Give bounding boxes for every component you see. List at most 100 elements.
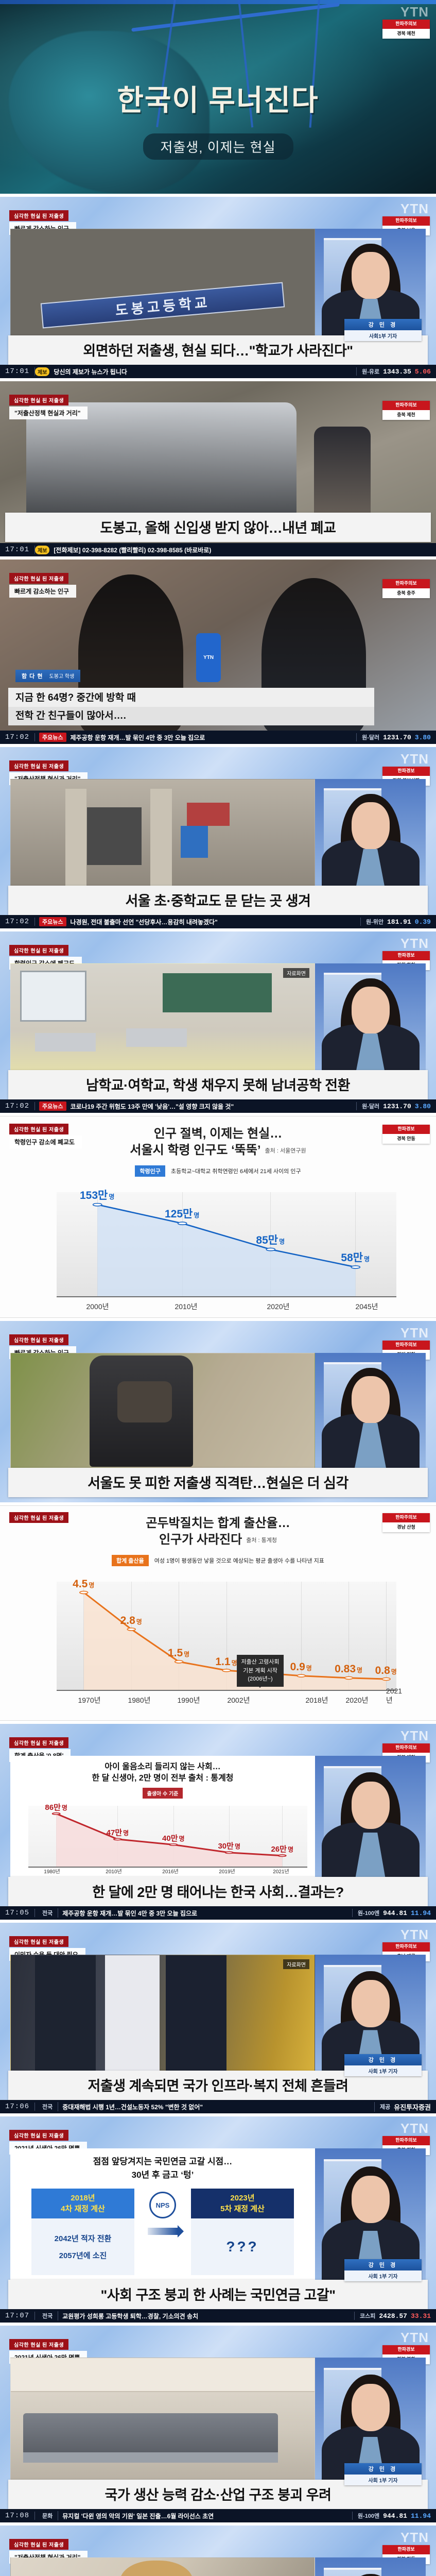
scene-photo: 자료화면 (10, 1955, 315, 2080)
sponsor-label: 제공 (379, 2104, 391, 2110)
x-tick-label: 2020년 (345, 1696, 369, 1704)
anchor-face (351, 2384, 390, 2432)
fx-quote: 원-위안 181.91 0.39 (360, 918, 436, 926)
anchor-face (351, 1376, 390, 1424)
news-ticker: 17:07 전국 교원평가 성희롱 고등학생 퇴학…경찰, 기소의견 송치 코스… (0, 2309, 436, 2323)
playground-slide (181, 825, 208, 858)
inner-chart-title-line2: 한 달 신생아, 2만 명이 전부 (92, 1774, 186, 1783)
ticker-text: 코로나19 주간 위험도 13주 만에 '낮음'…"설 영향 크지 않을 것" (70, 1103, 234, 1110)
segment-10: YTN 한파경보 경북 봉화 심각한 현실 된 저출생 2021년 신생아 26… (0, 2326, 436, 2522)
fx-delta: 11.94 (410, 2512, 431, 2520)
chart-annotation: 저출산 고령사회 기본 계획 시작 (2006년~) (236, 1655, 284, 1688)
weather-alert-region: 경북 안동 (382, 1133, 430, 1144)
interviewer-figure (313, 427, 371, 521)
topic-tag-sub: "저출산정책 현실과 거리" (9, 406, 88, 419)
footage-badge: 자료화면 (283, 968, 309, 978)
weather-alert-label: 한파주의보 (382, 579, 430, 588)
weather-alert-label: 한파주의보 (382, 20, 430, 29)
headline: 서울 초·중학교도 문 닫는 곳 생겨 (8, 886, 428, 915)
tip-badge: 제보 (35, 545, 50, 554)
ytn-logo: YTN (400, 936, 429, 951)
ticker-text: 중대재해법 시행 1년…건설노동자 52% "변한 것 없어" (62, 2103, 203, 2111)
news-ticker: 17:02 주요뉴스 제주공항 운항 재개…발 묶인 4만 중 3만 오늘 집으… (0, 731, 436, 744)
definition-key: 출생아 수 기준 (142, 1787, 183, 1799)
inner-chart-source: 출처 : 통계청 (188, 1774, 234, 1783)
ticker-clock: 17:02 (0, 733, 36, 741)
reporter-name: 강 민 경 (344, 319, 422, 330)
ticker-clock: 17:08 (0, 2512, 36, 2520)
video-area (10, 1353, 426, 1469)
topic-tag: 심각한 현실 된 저출생 "저출산정책 현실과 거리" (9, 395, 88, 419)
fx-value: 1231.70 (383, 733, 411, 741)
annotation-line-3: (2006년~) (248, 1676, 273, 1683)
interviewee-affiliation: 도봉고 학생 (49, 674, 75, 680)
weather-alert-region: 경남 산청 (382, 1522, 430, 1532)
sponsor-credit: 제공 유진투자증권 (374, 2102, 436, 2112)
anchor-face (351, 987, 390, 1035)
classroom-window (20, 971, 87, 1022)
weather-alert-label: 한파경보 (382, 2345, 430, 2354)
ticker-text: 뮤지컬 '다윈 영의 악의 기원' 일본 진출…6월 라이선스 초연 (62, 2512, 214, 2520)
school-sign: 도봉고등학교 (40, 282, 285, 329)
pension-col-label: 5차 재정 계산 (220, 2205, 265, 2213)
headline: 서울도 못 피한 저출생 직격탄…현실은 더 심각 (8, 1468, 428, 1497)
reporter-nameplate: 강 민 경 사회 1부 기자 (344, 2463, 422, 2485)
fx-label: 원-달러 (362, 735, 380, 741)
official-figure-2 (104, 1955, 160, 2080)
pension-unknown: ??? (226, 2239, 259, 2255)
definition-key: 합계 출산율 (112, 1554, 149, 1566)
gridline (173, 1805, 174, 1867)
gridline (229, 1805, 230, 1867)
x-tick-label: 2019년 (219, 1869, 235, 1875)
anchor-inset (315, 779, 426, 895)
topic-tag-sub: 빠르게 감소하는 인구 (9, 585, 77, 598)
data-label: 1.1 명 (215, 1655, 237, 1668)
fx-delta: 5.06 (414, 367, 431, 376)
topic-tag-main: 심각한 현실 된 저출생 (9, 573, 69, 584)
chart-line-svg (57, 1192, 396, 1296)
sponsor-name: 유진투자증권 (394, 2104, 431, 2112)
opening-title-card: YTN 한파주의보 경북 예천 한국이 무너진다 저출생, 이제는 현실 (0, 0, 436, 194)
x-tick-label: 2021년 (273, 1869, 289, 1875)
line-chart-newborns: 86만 명 47만 명 40만 명 30만 명 26만 명 1980년 2010년 201… (11, 1803, 315, 1879)
news-ticker: 17:08 문화 뮤지컬 '다윈 영의 악의 기원' 일본 진출…6월 라이선스… (0, 2509, 436, 2522)
ticker-text: 제주공항 운항 재개…발 묶인 4만 중 3만 오늘 집으로 (62, 1909, 198, 1917)
data-label: 58만 명 (341, 1252, 370, 1264)
ticker-category: 주요뉴스 (39, 1101, 66, 1111)
x-tick-label: 2002년 (227, 1696, 250, 1704)
reporter-nameplate: 강 민 경 사회 1부 기자 (344, 2054, 422, 2076)
chart-points-svg (57, 1192, 396, 1296)
data-label: 26만 명 (271, 1845, 293, 1854)
data-label: 0.83 명 (335, 1663, 363, 1675)
weather-alert-label: 한파경보 (382, 951, 430, 960)
chart-title-line1: 인구 절벽, 이제는 현실… (153, 1127, 283, 1141)
ticker-clock: 17:02 (0, 1102, 36, 1110)
definition-key: 학령인구 (135, 1165, 165, 1177)
fx-quote: 원-달러 1231.70 3.80 (356, 733, 436, 741)
fx-value: 181.91 (387, 918, 411, 926)
news-ticker: 17:05 전국 제주공항 운항 재개…발 묶인 4만 중 3만 오늘 집으로 … (0, 1906, 436, 1920)
data-label: 86만 명 (45, 1803, 67, 1812)
scene-photo (10, 779, 315, 895)
chart-points-svg (57, 1582, 396, 1690)
chart-definition: 합계 출산율 여성 1명이 평생동안 낳을 것으로 예상되는 평균 출생아 수를… (112, 1554, 324, 1566)
x-tick-label: 1970년 (78, 1696, 101, 1704)
fx-label: 원-위안 (365, 919, 383, 925)
anchor-hair (340, 2573, 400, 2576)
anchor-inset: 강 민 경 사회1부 기자 (315, 229, 426, 345)
topic-tag-sub: 학령인구 감소에 폐교도 (9, 1136, 82, 1148)
ytn-logo: YTN (400, 2121, 429, 2136)
chart-title-line2: 서울시 학령 인구도 ‘뚝뚝’ (130, 1143, 261, 1158)
ticker-text: 나경원, 전대 불출마 선언 "선당후사…용감히 내려놓겠다" (70, 918, 218, 926)
fx-delta: 0.39 (414, 918, 431, 926)
chart-title: 인구 절벽, 이제는 현실… 서울시 학령 인구도 ‘뚝뚝’ 출처 : 서울연구원 (0, 1126, 436, 1159)
ticker-text: 제주공항 운항 재개…발 묶인 4만 중 3만 오늘 집으로 (70, 734, 205, 741)
interviewee-nametag: 함 다 현 도봉고 학생 (15, 670, 81, 682)
reporter-name: 강 민 경 (344, 2054, 422, 2065)
anchor-inset: 강 민 경 사회 1부 기자 (315, 2358, 426, 2489)
ytn-logo: YTN (400, 2530, 429, 2545)
topic-tag-main: 심각한 현실 된 저출생 (9, 945, 69, 956)
news-ticker: 17:06 전국 중대재해법 시행 1년…건설노동자 52% "변한 것 없어"… (0, 2100, 436, 2113)
anchor-inset (315, 1756, 426, 1884)
fx-quote: 원-유로 1343.35 5.06 (356, 367, 436, 376)
